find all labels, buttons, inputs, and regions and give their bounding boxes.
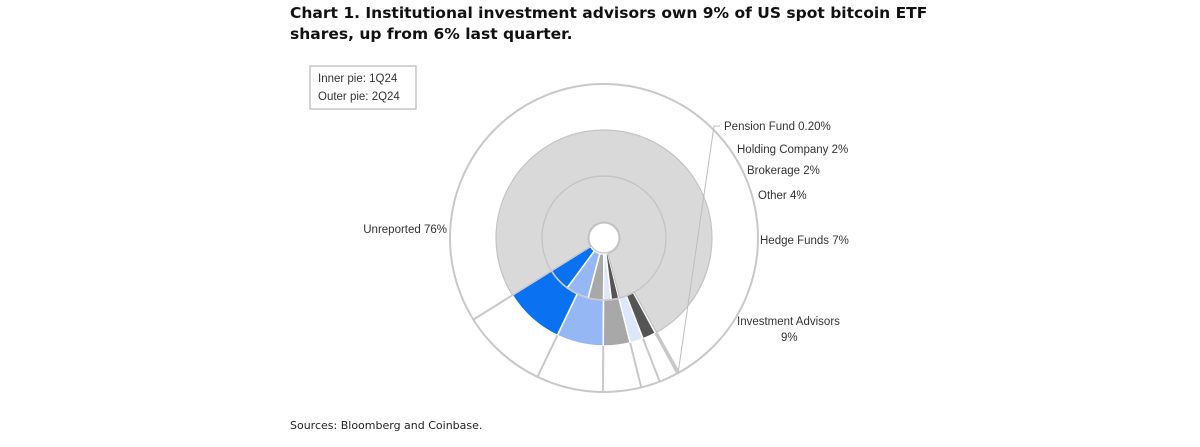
label-unreported: Unreported 76%	[363, 224, 447, 236]
center-hole	[588, 222, 620, 254]
band-divider	[629, 342, 643, 388]
label-investment-advisors: Investment Advisors	[737, 316, 840, 328]
legend-box: Inner pie: 1Q24 Outer pie: 2Q24	[309, 65, 417, 110]
label-pension-fund: Pension Fund 0.20%	[724, 121, 831, 133]
label-brokerage: Brokerage 2%	[747, 165, 820, 177]
outer-band-ring	[449, 83, 759, 393]
pension-fund-leader	[677, 125, 720, 374]
label-leader-lines	[472, 125, 720, 393]
chart-title: Chart 1. Institutional investment adviso…	[290, 4, 928, 43]
label-other: Other 4%	[758, 190, 807, 202]
band-divider	[472, 294, 513, 321]
label-holding-company: Holding Company 2%	[737, 144, 848, 156]
legend-outer-label: Outer pie: 2Q24	[318, 91, 400, 103]
label-hedge-funds: Hedge Funds 7%	[760, 235, 849, 247]
band-divider	[536, 334, 559, 378]
inner-pie-1q24	[541, 175, 667, 301]
band-divider	[642, 338, 661, 382]
band-divider	[654, 332, 679, 374]
source-note: Sources: Bloomberg and Coinbase.	[290, 419, 483, 432]
ring-separator	[541, 175, 667, 301]
label-investment-advisors-value: 9%	[781, 332, 798, 344]
legend-inner-label: Inner pie: 1Q24	[318, 73, 398, 85]
band-divider	[655, 331, 680, 374]
